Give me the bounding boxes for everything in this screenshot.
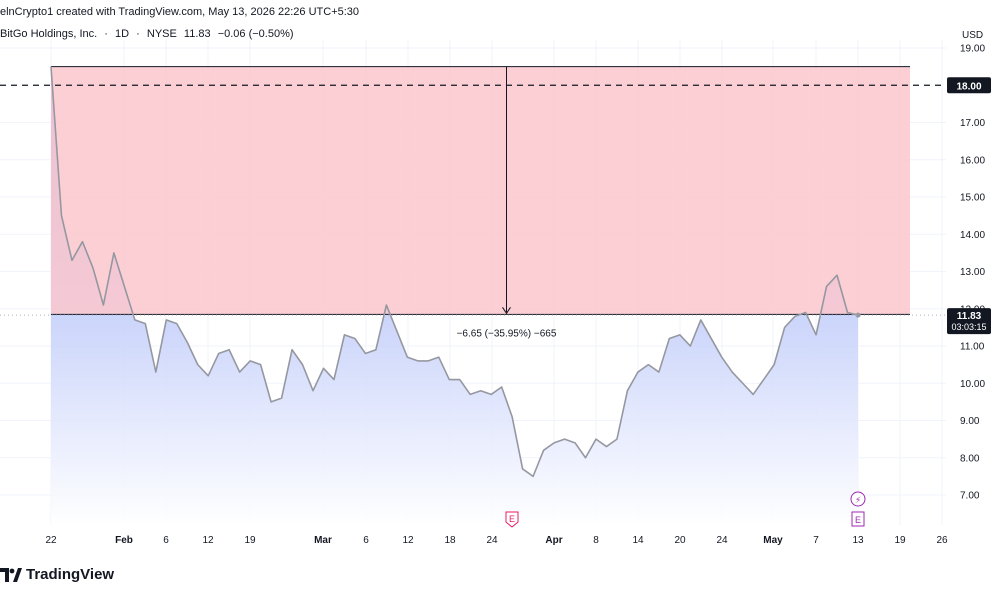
y-tick-label: 19.00: [960, 44, 985, 55]
y-tick-label: 16.00: [960, 155, 985, 166]
earnings-label-may: E: [855, 515, 861, 525]
x-tick-label: 20: [674, 535, 686, 546]
series-area: [51, 66, 858, 525]
tradingview-logo[interactable]: TradingView: [0, 566, 114, 583]
x-tick-label: Feb: [115, 535, 133, 546]
y-tick-label: 14.00: [960, 230, 985, 241]
symbol-exchange: NYSE: [146, 28, 177, 40]
range-box: [51, 66, 910, 315]
y-tick-label: 15.00: [960, 193, 985, 204]
x-tick-label: 26: [936, 535, 948, 546]
x-tick-label: 14: [632, 535, 644, 546]
range-arrow-head: [502, 307, 511, 315]
last-price-text: 11.83: [957, 311, 982, 322]
y-tick-label: 8.00: [960, 453, 980, 464]
flash-icon-marker: [850, 491, 866, 507]
separator: ·: [136, 28, 140, 40]
earnings-marker-may: [851, 511, 865, 527]
x-tick-label: 22: [45, 535, 57, 546]
y-tick-label: 9.00: [960, 416, 980, 427]
hline-price-tag: [947, 77, 991, 94]
x-tick-label: 7: [813, 535, 819, 546]
y-axis: 7.008.009.0010.0011.0012.0013.0014.0015.…: [960, 44, 985, 502]
y-tick-label: 13.00: [960, 267, 985, 278]
x-tick-label: 19: [244, 535, 256, 546]
x-tick-label: Apr: [545, 535, 562, 546]
x-tick-label: Mar: [314, 535, 332, 546]
hline-price-text: 18.00: [956, 81, 981, 92]
last-point: [855, 312, 861, 318]
x-tick-label: 6: [363, 535, 369, 546]
symbol-name[interactable]: BitGo Holdings, Inc.: [0, 28, 98, 40]
x-tick-label: 6: [163, 535, 169, 546]
earnings-label: E: [509, 514, 515, 524]
x-tick-label: 12: [202, 535, 214, 546]
x-tick-label: 19: [894, 535, 906, 546]
separator: ·: [104, 28, 108, 40]
x-tick-label: 13: [852, 535, 864, 546]
y-tick-label: 7.00: [960, 491, 980, 502]
range-label: −6.65 (−35.95%) −665: [457, 328, 557, 339]
logo-text: TradingView: [26, 566, 115, 583]
x-tick-label: May: [763, 535, 783, 546]
tradingview-logo-icon: [0, 567, 22, 582]
x-tick-label: 12: [402, 535, 414, 546]
y-tick-label: 17.00: [960, 118, 985, 129]
x-axis: 22 Feb 6 12 19 Mar 6 12 18 24 Apr 8 14 20 24 May 7 13 19 26: [45, 535, 948, 546]
date-range-measure: −6.65 (−35.95%) −665: [51, 66, 910, 339]
y-tick-label: 11.00: [960, 342, 985, 353]
flash-icon: ⚡: [855, 496, 861, 506]
symbol-last-price: 11.83: [183, 28, 211, 40]
earnings-marker: [505, 511, 519, 528]
symbol-change: −0.06 (−0.50%): [217, 28, 294, 40]
x-tick-label: 8: [593, 535, 599, 546]
area-layer: [51, 66, 858, 525]
currency-label: USD: [962, 30, 984, 41]
symbol-interval[interactable]: 1D: [115, 28, 130, 40]
last-price-tag: [947, 308, 991, 335]
x-tick-label: 24: [716, 535, 728, 546]
x-tick-label: 24: [486, 535, 498, 546]
x-tick-label: 18: [444, 535, 456, 546]
y-tick-label: 10.00: [960, 379, 985, 390]
chart-attribution: elnCrypto1 created with TradingView.com,…: [0, 6, 360, 18]
events-layer: E E ⚡: [505, 491, 866, 528]
symbol-info: BitGo Holdings, Inc. · 1D · NYSE 11.83 −…: [0, 28, 298, 40]
line-layer: [50, 66, 861, 478]
series-line: [50, 66, 859, 478]
countdown-text: 03:03:15: [951, 322, 986, 332]
horizontal-line: [0, 84, 946, 316]
